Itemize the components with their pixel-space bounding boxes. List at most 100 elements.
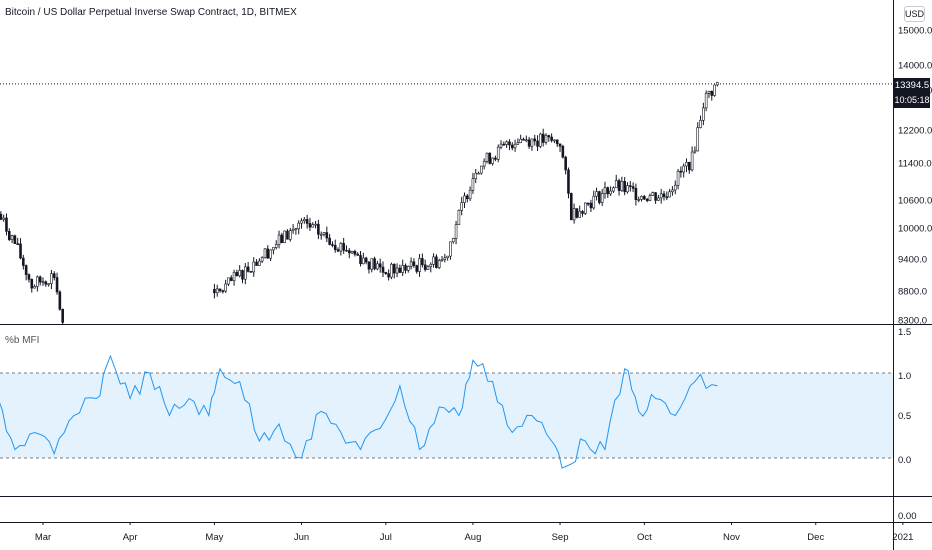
price-tick-label: 14000.0 bbox=[898, 61, 932, 72]
candle-body bbox=[536, 140, 539, 147]
candle-body bbox=[707, 91, 711, 94]
candle-body bbox=[640, 196, 643, 200]
candle-body bbox=[50, 273, 53, 284]
candle-body bbox=[673, 184, 677, 191]
candle-body bbox=[471, 178, 475, 191]
candle-body bbox=[378, 263, 382, 268]
candle-body bbox=[406, 265, 410, 271]
candle-body bbox=[291, 228, 295, 231]
candle-body bbox=[356, 253, 360, 256]
candle-body bbox=[10, 235, 14, 240]
candle-body bbox=[710, 91, 714, 96]
candle-body bbox=[564, 156, 567, 171]
candle-body bbox=[229, 277, 233, 281]
candle-body bbox=[350, 250, 354, 254]
price-tick-label: 10600.0 bbox=[898, 196, 932, 207]
candle-body bbox=[370, 258, 374, 270]
candle-body bbox=[297, 222, 301, 230]
mfi-tick-label: 1.0 bbox=[898, 371, 911, 382]
price-tick-label: 9400.0 bbox=[898, 255, 927, 266]
candle-body bbox=[494, 157, 497, 160]
candle-body bbox=[280, 234, 284, 243]
candle-body bbox=[488, 152, 492, 164]
candle-body bbox=[584, 202, 587, 214]
candle-body bbox=[550, 136, 553, 141]
candle-body bbox=[227, 277, 230, 285]
candle-body bbox=[575, 208, 579, 218]
candle-body bbox=[244, 266, 247, 280]
candle-body bbox=[533, 138, 537, 142]
price-tick-label: 12200.0 bbox=[898, 126, 932, 137]
candle-body bbox=[246, 266, 250, 272]
candle-body bbox=[581, 211, 584, 214]
candle-body bbox=[266, 248, 270, 259]
candle-body bbox=[387, 273, 390, 278]
candle-body bbox=[704, 93, 708, 109]
candle-body bbox=[269, 249, 272, 259]
candle-body bbox=[466, 195, 469, 200]
candle-body bbox=[676, 170, 680, 186]
candle-body bbox=[482, 161, 486, 167]
candle-body bbox=[547, 135, 551, 138]
time-tick-label: Oct bbox=[637, 532, 652, 543]
candle-body bbox=[24, 265, 28, 275]
candle-body bbox=[609, 190, 612, 195]
candle-body bbox=[496, 146, 500, 160]
candle-body bbox=[589, 202, 593, 209]
candle-body bbox=[286, 230, 289, 240]
candle-body bbox=[381, 266, 385, 273]
candle-body bbox=[530, 138, 534, 147]
candle-body bbox=[468, 189, 472, 200]
candle-body bbox=[544, 135, 548, 143]
price-tick-label: 15000.0 bbox=[898, 26, 932, 37]
candle-body bbox=[569, 193, 573, 221]
countdown-tag: 10:05:18 bbox=[894, 93, 930, 108]
candle-body bbox=[27, 274, 31, 280]
candle-body bbox=[347, 250, 351, 254]
candle-body bbox=[713, 84, 716, 96]
candle-body bbox=[44, 281, 48, 285]
time-tick-label: May bbox=[205, 532, 223, 543]
candle-body bbox=[235, 272, 239, 277]
chart-title: Bitcoin / US Dollar Perpetual Inverse Sw… bbox=[5, 7, 297, 18]
time-tick-label: Sep bbox=[552, 532, 569, 543]
candle-body bbox=[224, 283, 227, 292]
candle-body bbox=[19, 243, 22, 259]
candle-body bbox=[328, 237, 331, 245]
candle-body bbox=[657, 197, 660, 201]
candle-body bbox=[249, 271, 253, 273]
candle-body bbox=[283, 230, 286, 243]
candle-body bbox=[679, 170, 683, 173]
mfi-tick-label: 1.5 bbox=[898, 327, 911, 338]
candle-body bbox=[617, 180, 621, 191]
candle-body bbox=[659, 193, 663, 199]
candle-body bbox=[5, 217, 8, 232]
candle-body bbox=[52, 273, 56, 278]
currency-button[interactable]: USD bbox=[904, 6, 925, 22]
candle-body bbox=[336, 249, 340, 252]
time-tick-label: Nov bbox=[723, 532, 740, 543]
candle-body bbox=[263, 248, 267, 258]
time-tick-label: Apr bbox=[123, 532, 138, 543]
candle-body bbox=[432, 256, 435, 265]
candle-body bbox=[682, 165, 685, 173]
candle-body bbox=[606, 187, 610, 195]
candle-body bbox=[339, 243, 343, 252]
candle-body bbox=[505, 141, 508, 145]
candle-body bbox=[317, 223, 320, 235]
price-tick-label: 8300.0 bbox=[898, 316, 927, 327]
candle-body bbox=[421, 258, 424, 266]
candle-body bbox=[525, 139, 528, 142]
candle-body bbox=[519, 138, 523, 143]
candle-body bbox=[696, 127, 700, 152]
candle-body bbox=[398, 267, 402, 273]
candle-body bbox=[620, 181, 624, 191]
candle-body bbox=[516, 142, 520, 145]
candle-body bbox=[612, 187, 615, 192]
candle-body bbox=[30, 279, 34, 289]
candle-body bbox=[634, 188, 638, 200]
candle-body bbox=[491, 157, 494, 164]
candle-body bbox=[288, 230, 292, 240]
candle-body bbox=[401, 265, 404, 273]
candle-body bbox=[418, 258, 421, 272]
